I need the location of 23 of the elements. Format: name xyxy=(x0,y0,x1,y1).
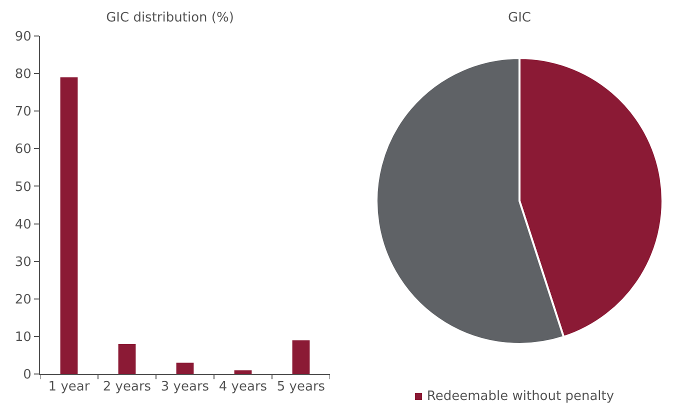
y-tick-label: 60 xyxy=(14,142,32,158)
bar xyxy=(118,344,136,374)
y-tick-label: 0 xyxy=(23,368,32,383)
x-tick-label: 2 years xyxy=(102,380,152,395)
chart-title: GIC distribution (%) xyxy=(106,10,234,26)
bar xyxy=(60,77,78,374)
y-tick-label: 90 xyxy=(14,30,32,45)
bar xyxy=(176,362,194,374)
y-tick-label: 80 xyxy=(14,67,32,82)
x-tick-label: 3 years xyxy=(160,380,210,395)
x-tick-label: 5 years xyxy=(276,380,326,395)
y-tick-label: 30 xyxy=(14,254,32,270)
y-tick-label: 20 xyxy=(14,292,32,308)
legend-label: Redeemable without penalty xyxy=(426,389,614,404)
bar xyxy=(234,370,252,374)
y-tick-label: 50 xyxy=(14,180,32,195)
y-tick-label: 70 xyxy=(14,104,32,120)
y-tick-label: 40 xyxy=(14,217,32,232)
bar xyxy=(292,340,310,374)
x-tick-label: 4 years xyxy=(218,380,268,395)
y-tick-label: 10 xyxy=(14,330,32,345)
x-tick-label: 1 year xyxy=(48,380,90,395)
chart-title: GIC xyxy=(508,10,531,26)
